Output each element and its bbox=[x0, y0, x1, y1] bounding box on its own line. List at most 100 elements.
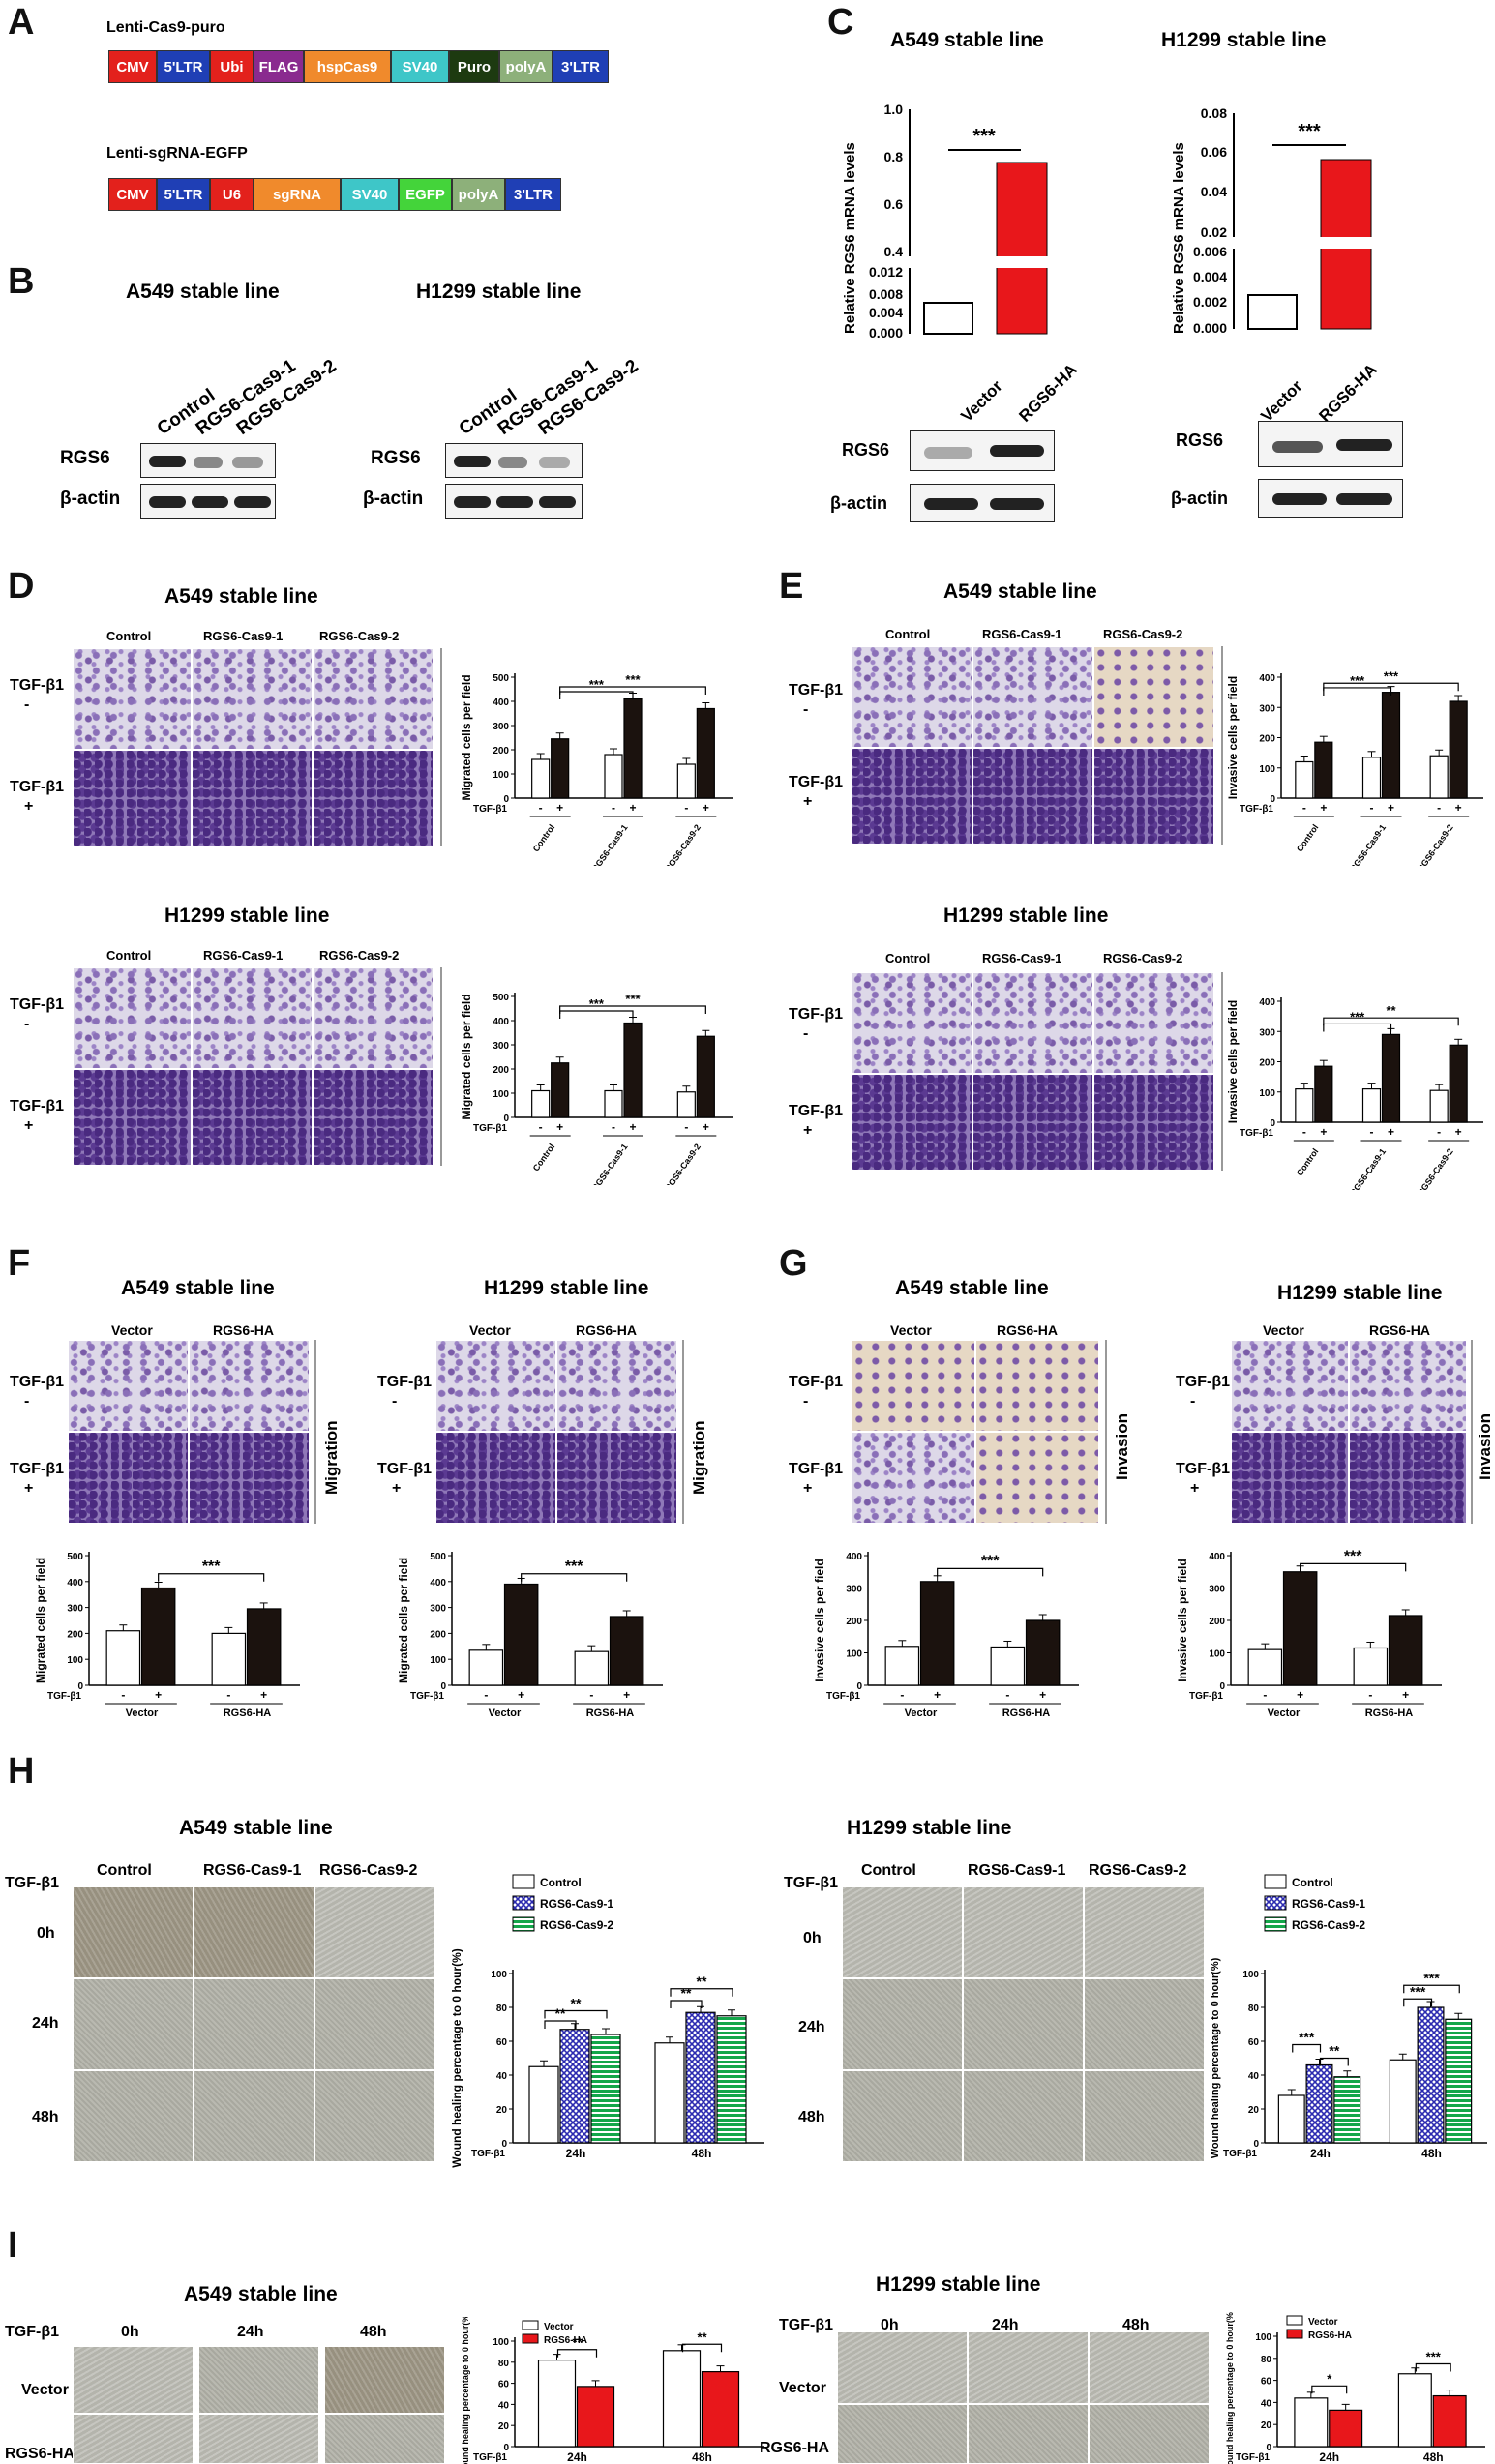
chart-H-H1299-cat-label: 24h bbox=[1310, 2147, 1331, 2160]
g-h1299-row-tgf1: TGF-β1 bbox=[1176, 1374, 1230, 1390]
e-h1299-col-0: Control bbox=[885, 951, 931, 965]
chart-H-A549-ytick-label: 40 bbox=[496, 2071, 508, 2082]
chart-H-H1299-bar-1-0 bbox=[1389, 2059, 1417, 2144]
c-h1299-tick-top-0: 0.08 bbox=[1201, 105, 1227, 121]
b-blot-a549-actin bbox=[140, 484, 276, 519]
e-a549-img bbox=[972, 646, 1093, 748]
f-a549-title: A549 stable line bbox=[121, 1277, 275, 1299]
g-h1299-side: Invasion bbox=[1476, 1413, 1494, 1480]
chart-E-H1299-bar-2-1 bbox=[1449, 1044, 1468, 1123]
e-a549-row-minus: - bbox=[803, 701, 809, 718]
chart-I-H1299-tgf-label: TGF-β1 bbox=[1236, 2452, 1270, 2463]
g-a549-chart: Invasive cells per field 0 100 200 300 400 - + V… bbox=[813, 1552, 1079, 1719]
e-a549-title: A549 stable line bbox=[943, 580, 1097, 603]
i-a549-title: A549 stable line bbox=[184, 2283, 338, 2305]
chart-H-H1299-sig-label: ** bbox=[1329, 2043, 1339, 2059]
chart-G-A549-bar-1-0 bbox=[990, 1646, 1026, 1686]
chart-H-H1299-ytick-label: 60 bbox=[1248, 2037, 1260, 2048]
f-h1299-img bbox=[435, 1340, 556, 1432]
chart-D-A549-bar-1-1 bbox=[623, 698, 643, 799]
h-h1299-img bbox=[842, 2070, 963, 2162]
chart-E-A549-bar-0-1 bbox=[1314, 741, 1333, 799]
chart-H-H1299-ytick-label: 80 bbox=[1248, 2004, 1260, 2014]
chart-E-H1299-bar-0-0 bbox=[1295, 1088, 1314, 1123]
d-h1299-img bbox=[313, 967, 434, 1069]
chart-H-H1299-sig-bracket bbox=[1403, 1984, 1460, 1994]
chart-F-A549-bar-1-1 bbox=[246, 1608, 282, 1686]
d-h1299-img bbox=[313, 1069, 434, 1166]
chart-G-A549-ytick-label: 400 bbox=[846, 1552, 862, 1562]
chart-D-A549-bar-2-1 bbox=[696, 707, 715, 799]
chart-G-A549-sig-label: *** bbox=[981, 1553, 1000, 1569]
b-h1299-title: H1299 stable line bbox=[416, 281, 582, 303]
e-a549-row-plus: + bbox=[803, 793, 813, 810]
chart-D-A549-ytick-label: 100 bbox=[493, 770, 509, 781]
c-a549-tick-bot-0: 0.012 bbox=[869, 264, 903, 280]
c-h1299-bar-vector bbox=[1247, 294, 1298, 330]
c-h1299-tick-bot-2: 0.002 bbox=[1193, 294, 1227, 310]
b-blot-h1299-rgs6 bbox=[445, 443, 583, 478]
c-a549-ylabel: Relative RGS6 mRNA levels bbox=[842, 142, 858, 334]
chart-E-A549-bar-2-1 bbox=[1449, 700, 1468, 799]
h-a549-row-2: 48h bbox=[32, 2109, 59, 2125]
chart-F-A549-ytick-label: 200 bbox=[67, 1629, 83, 1640]
chart-I-H1299-bar-0-0 bbox=[1294, 2397, 1329, 2448]
d-h1299-col-0: Control bbox=[106, 948, 152, 963]
h-h1299-img bbox=[842, 1886, 963, 1978]
d-a549-img bbox=[192, 750, 313, 846]
i-a549-img bbox=[198, 2346, 319, 2414]
chart-H-H1299-sig-label: *** bbox=[1410, 1983, 1426, 1999]
f-h1299-col-1: RGS6-HA bbox=[576, 1322, 638, 1338]
chart-F-A549-sig-bracket bbox=[158, 1573, 265, 1582]
d-h1299-img bbox=[73, 967, 192, 1069]
f-a549-row-minus: - bbox=[24, 1393, 30, 1410]
h-a549-img bbox=[194, 1978, 314, 2070]
chart-E-A549-tgf-label: TGF-β1 bbox=[1240, 804, 1273, 815]
chart-D-A549-pm-label: - bbox=[539, 801, 543, 815]
chart-I-A549-bar-1-1 bbox=[701, 2371, 740, 2448]
c-h1299-tick-bot-1: 0.004 bbox=[1193, 269, 1227, 284]
d-a549-img bbox=[313, 648, 434, 750]
f-a549-row-tgf2: TGF-β1 bbox=[10, 1461, 64, 1477]
chart-D-A549-sig-bracket bbox=[559, 686, 706, 695]
chart-I-H1299-ylabel: Wound healing percentage to 0 hour(%) bbox=[1225, 2312, 1235, 2464]
h-a549-img bbox=[73, 1886, 194, 1978]
e-h1299-img bbox=[1093, 972, 1214, 1074]
e-a549-img bbox=[972, 748, 1093, 845]
i-h1299-img bbox=[837, 2404, 968, 2464]
h-h1299-row-0: 0h bbox=[803, 1930, 822, 1946]
f-a549-img bbox=[189, 1340, 310, 1432]
chart-D-A549-ytick-label: 0 bbox=[503, 794, 509, 805]
chart-E-H1299-ytick-label: 400 bbox=[1259, 997, 1275, 1008]
segment-sv40: SV40 bbox=[391, 50, 449, 83]
d-h1299-col-1: RGS6-Cas9-1 bbox=[203, 948, 284, 963]
chart-E-H1299-cat-label: Control bbox=[1295, 1146, 1321, 1177]
chart-I-H1299-ytick-label: 0 bbox=[1266, 2443, 1271, 2453]
chart-E-A549-pm-label: - bbox=[1370, 801, 1374, 815]
chart-D-A549-pm-label: - bbox=[684, 801, 688, 815]
c-h1299-tick-bot-0: 0.006 bbox=[1193, 244, 1227, 259]
chart-F-H1299-ytick-label: 500 bbox=[430, 1552, 446, 1562]
chart-H-A549-sig-label: ** bbox=[571, 1996, 582, 2011]
chart-E-A549-sig-bracket bbox=[1323, 687, 1392, 696]
chart-I-A549-sig-bracket bbox=[556, 2349, 598, 2358]
e-h1299-row-tgf1: TGF-β1 bbox=[789, 1006, 843, 1023]
e-a549-col-1: RGS6-Cas9-1 bbox=[982, 627, 1062, 641]
chart-E-A549-ytick-label: 100 bbox=[1259, 764, 1275, 775]
chart-E-A549-pm-label: - bbox=[1437, 801, 1441, 815]
chart-E-H1299-pm-label: - bbox=[1437, 1125, 1441, 1139]
chart-H-A549-cat-label: 24h bbox=[566, 2147, 586, 2160]
chart-I-H1299-bar-1-0 bbox=[1397, 2373, 1432, 2448]
chart-F-H1299-ylabel: Migrated cells per field bbox=[397, 1558, 410, 1683]
f-h1299-side: Migration bbox=[690, 1421, 708, 1496]
chart-F-H1299-cat-label: Vector bbox=[489, 1707, 522, 1719]
chart-F-H1299-ytick-label: 400 bbox=[430, 1578, 446, 1588]
chart-D-A549-pm-label: + bbox=[556, 801, 563, 815]
chart-E-H1299-sig-label: *** bbox=[1350, 1009, 1365, 1024]
i-h1299-row-1: RGS6-HA bbox=[760, 2440, 830, 2456]
chart-I-H1299-bar-0-1 bbox=[1329, 2409, 1363, 2448]
e-h1299-img bbox=[1093, 1074, 1214, 1171]
chart-G-H1299-ytick-label: 200 bbox=[1209, 1617, 1225, 1627]
e-a549-row-tgf1: TGF-β1 bbox=[789, 682, 843, 698]
f-h1299-row-tgf1: TGF-β1 bbox=[377, 1374, 432, 1390]
